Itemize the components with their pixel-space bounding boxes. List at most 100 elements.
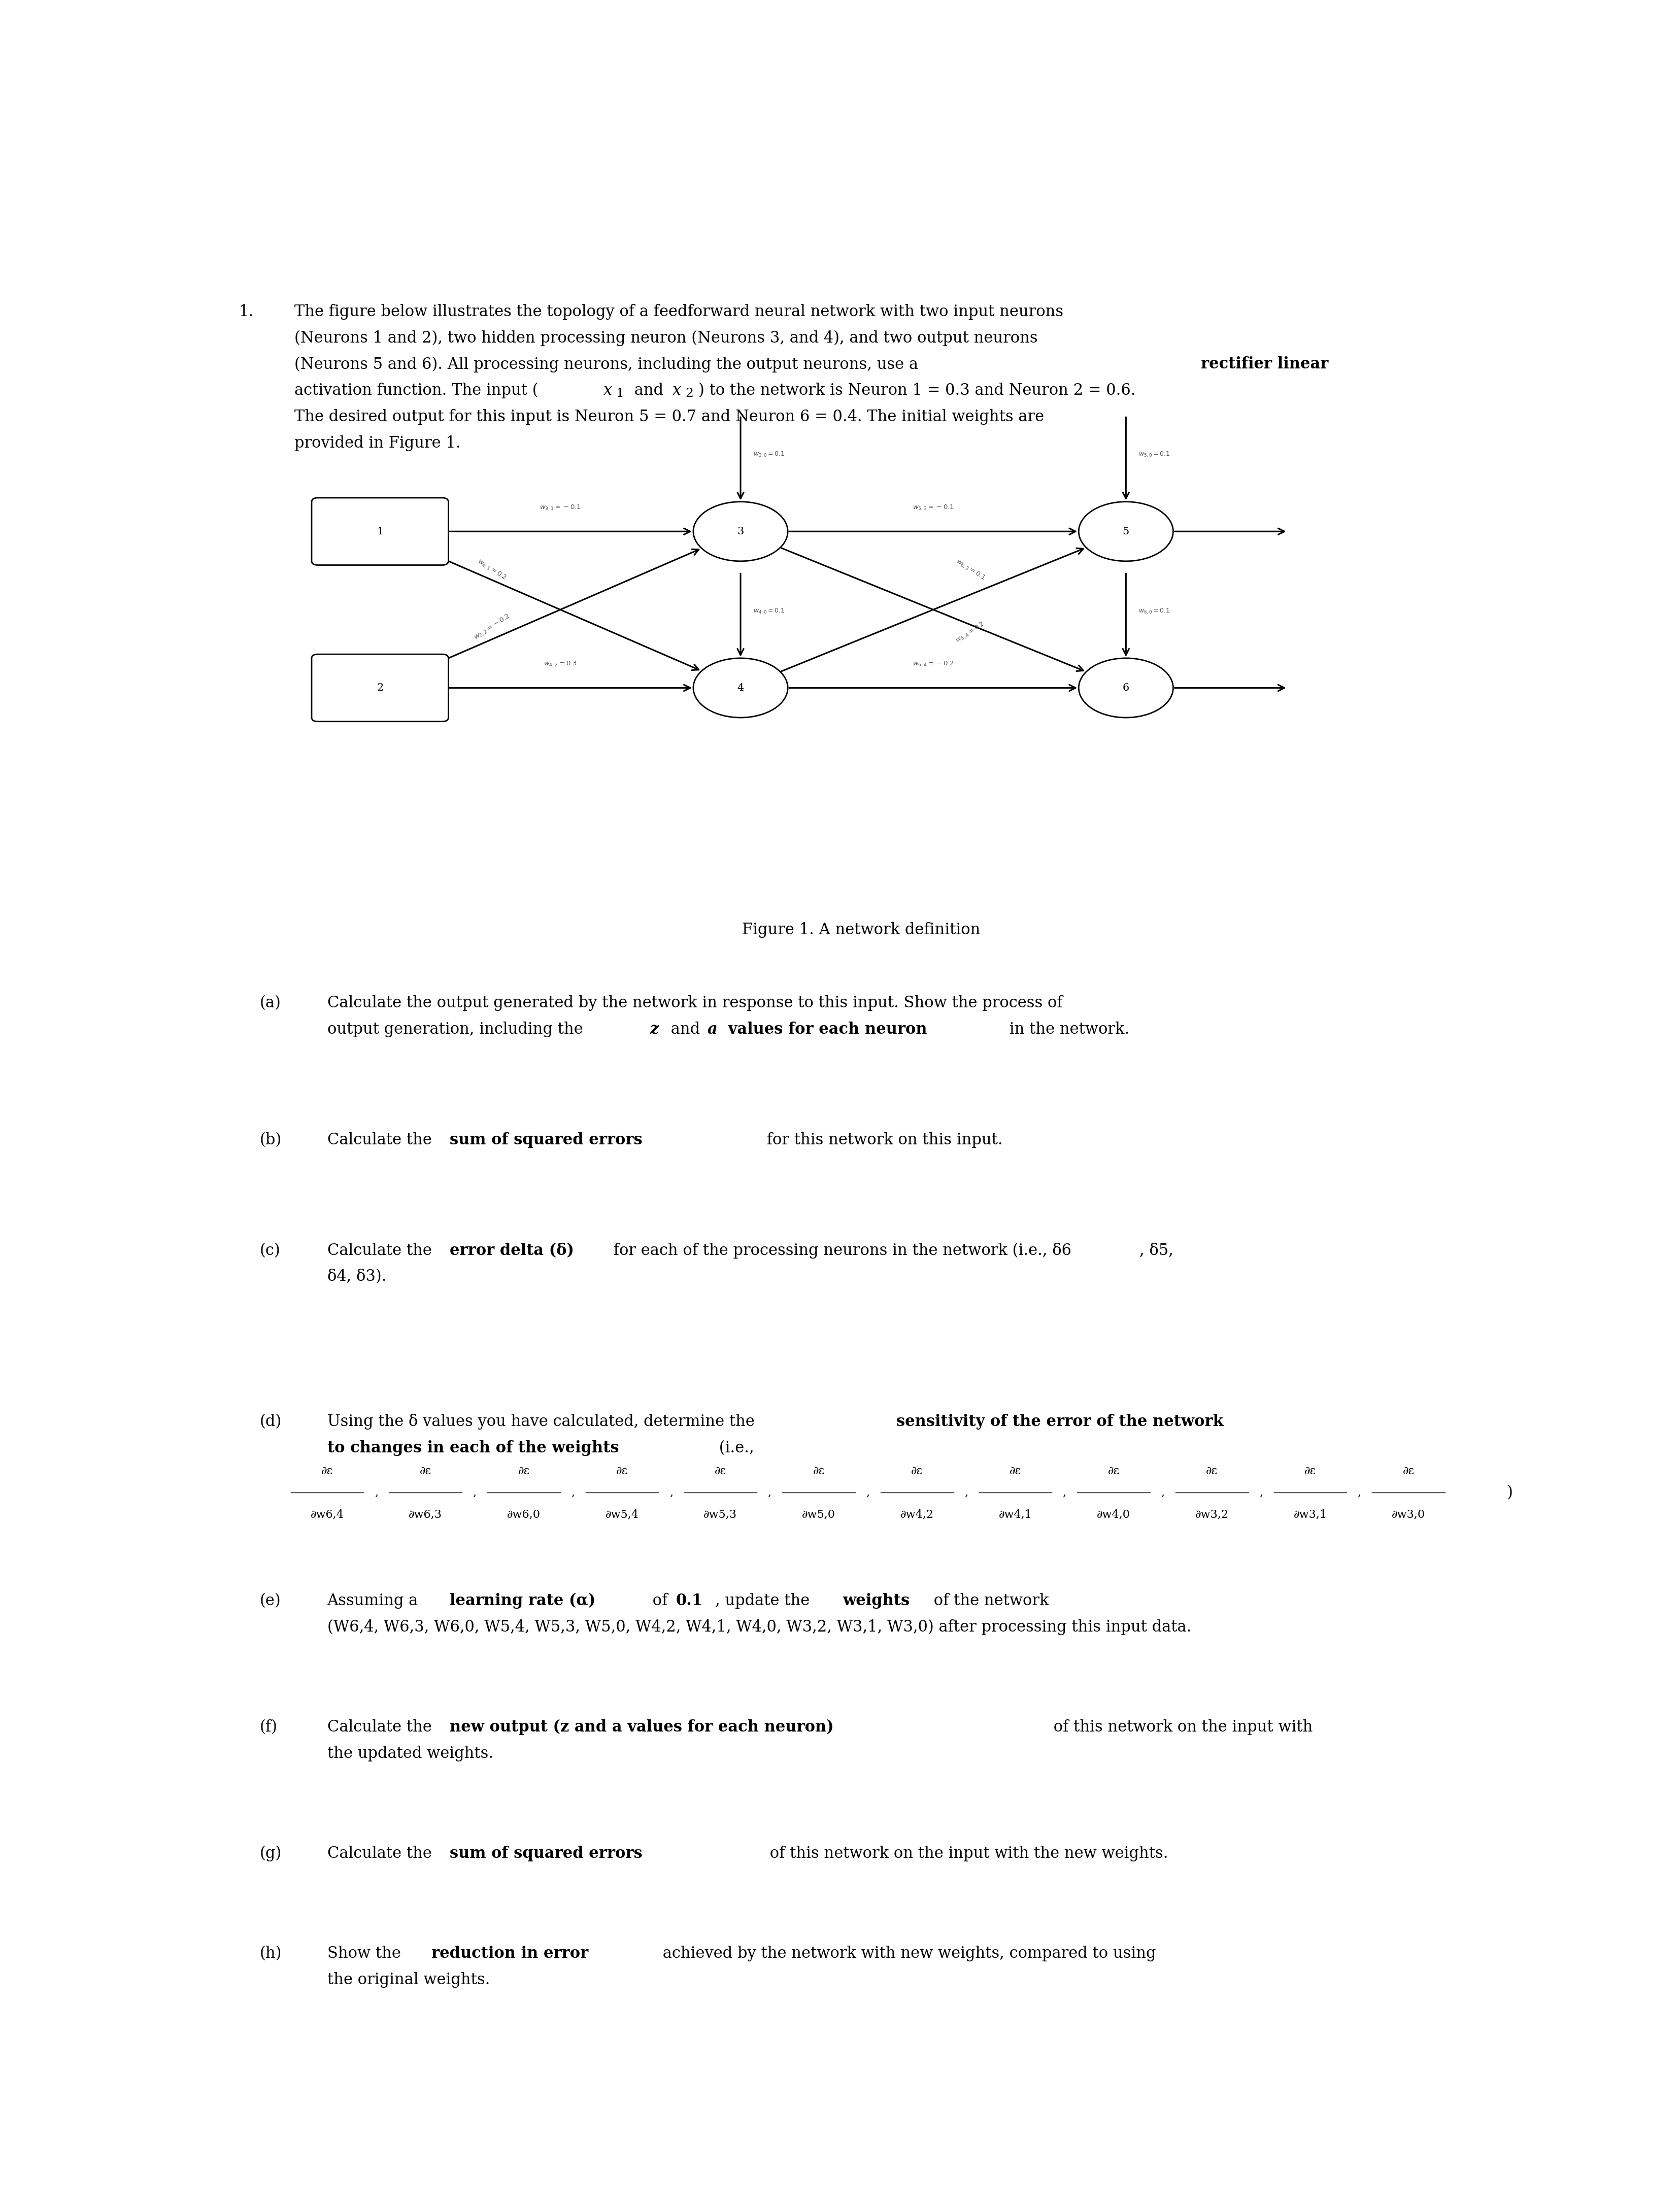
Text: for each of the processing neurons in the network (i.e., δ6: for each of the processing neurons in th… — [608, 1242, 1072, 1257]
Text: of this network on the input with: of this network on the input with — [1048, 1718, 1312, 1734]
Text: (W6,4, W6,3, W6,0, W5,4, W5,3, W5,0, W4,2, W4,1, W4,0, W3,2, W3,1, W3,0) after p: (W6,4, W6,3, W6,0, W5,4, W5,3, W5,0, W4,… — [328, 1619, 1191, 1635]
Text: reduction in error: reduction in error — [432, 1946, 588, 1961]
Text: in the network.: in the network. — [1005, 1021, 1129, 1037]
Text: the original weights.: the original weights. — [328, 1972, 491, 1988]
Text: provided in Figure 1.: provided in Figure 1. — [294, 435, 460, 452]
Text: ∂w6,4: ∂w6,4 — [311, 1509, 344, 1520]
Text: The figure below illustrates the topology of a feedforward neural network with t: The figure below illustrates the topolog… — [294, 304, 1063, 320]
Circle shape — [694, 501, 788, 560]
Text: Calculate the: Calculate the — [328, 1132, 437, 1147]
Text: ,: , — [472, 1487, 477, 1498]
Text: ∂w3,1: ∂w3,1 — [1294, 1509, 1327, 1520]
Circle shape — [694, 657, 788, 717]
Text: ∂w3,0: ∂w3,0 — [1391, 1509, 1425, 1520]
Text: ,: , — [1063, 1487, 1067, 1498]
Text: ∂ε: ∂ε — [321, 1465, 333, 1476]
Text: ,: , — [865, 1487, 870, 1498]
Text: 1: 1 — [617, 388, 625, 399]
Text: Figure 1. A network definition: Figure 1. A network definition — [743, 922, 979, 938]
Text: activation function. The input (: activation function. The input ( — [294, 384, 539, 399]
Text: rectifier linear: rectifier linear — [1201, 357, 1329, 373]
Text: output generation, including the: output generation, including the — [328, 1021, 588, 1037]
Text: ∂w5,0: ∂w5,0 — [801, 1509, 835, 1520]
Text: 4: 4 — [738, 684, 744, 693]
Text: and: and — [665, 1021, 704, 1037]
Text: ,: , — [669, 1487, 674, 1498]
Text: $w_{4,0}{=}0.1$: $w_{4,0}{=}0.1$ — [753, 607, 785, 615]
Text: $w_{6,3}{=}0.1$: $w_{6,3}{=}0.1$ — [954, 558, 986, 582]
Text: (f): (f) — [259, 1718, 277, 1734]
Text: δ4, δ3).: δ4, δ3). — [328, 1268, 386, 1284]
Text: ∂w5,3: ∂w5,3 — [704, 1509, 738, 1520]
Text: sum of squared errors: sum of squared errors — [450, 1132, 642, 1147]
Text: (b): (b) — [259, 1132, 282, 1147]
Text: (e): (e) — [259, 1593, 281, 1608]
Text: (h): (h) — [259, 1946, 282, 1961]
Text: the updated weights.: the updated weights. — [328, 1745, 494, 1760]
Text: (Neurons 5 and 6). All processing neurons, including the output neurons, use a: (Neurons 5 and 6). All processing neuron… — [294, 357, 924, 373]
Text: ,: , — [571, 1487, 575, 1498]
Text: and: and — [630, 384, 669, 399]
Text: $w_{5,3}{=}-0.1$: $w_{5,3}{=}-0.1$ — [912, 503, 954, 512]
Text: (a): (a) — [259, 995, 281, 1010]
Text: ∂ε: ∂ε — [1010, 1465, 1021, 1476]
Text: x: x — [603, 384, 612, 399]
Text: ,: , — [1357, 1487, 1361, 1498]
Text: (d): (d) — [259, 1414, 282, 1429]
Text: 2: 2 — [685, 388, 694, 399]
Circle shape — [1079, 501, 1173, 560]
Text: Assuming a: Assuming a — [328, 1593, 423, 1608]
Text: 3: 3 — [738, 527, 744, 536]
Text: $w_{3,1}{=}-0.1$: $w_{3,1}{=}-0.1$ — [539, 503, 581, 512]
Text: learning rate (α): learning rate (α) — [450, 1593, 595, 1608]
Circle shape — [1079, 657, 1173, 717]
Text: ∂w4,2: ∂w4,2 — [900, 1509, 934, 1520]
Text: ∂ε: ∂ε — [1403, 1465, 1415, 1476]
Text: ∂ε: ∂ε — [714, 1465, 726, 1476]
Text: 6: 6 — [1122, 684, 1129, 693]
Text: achieved by the network with new weights, compared to using: achieved by the network with new weights… — [659, 1946, 1156, 1961]
Text: ) to the network is Neuron 1 = 0.3 and Neuron 2 = 0.6.: ) to the network is Neuron 1 = 0.3 and N… — [699, 384, 1136, 399]
Text: Show the: Show the — [328, 1946, 405, 1961]
Text: ∂ε: ∂ε — [1206, 1465, 1218, 1476]
Text: ∂w6,0: ∂w6,0 — [507, 1509, 541, 1520]
Text: ,: , — [375, 1487, 378, 1498]
Text: a: a — [707, 1021, 717, 1037]
Text: sum of squared errors: sum of squared errors — [450, 1846, 642, 1862]
Text: ∂ε: ∂ε — [420, 1465, 432, 1476]
Text: ∂w4,0: ∂w4,0 — [1097, 1509, 1131, 1520]
Text: Calculate the: Calculate the — [328, 1846, 437, 1862]
Text: ,: , — [1161, 1487, 1164, 1498]
Text: x: x — [672, 384, 680, 399]
Text: (i.e.,: (i.e., — [714, 1441, 754, 1456]
Text: $w_{5,4}{=}0.2$: $w_{5,4}{=}0.2$ — [954, 620, 986, 644]
Text: ∂ε: ∂ε — [813, 1465, 825, 1476]
Text: ∂ε: ∂ε — [1107, 1465, 1119, 1476]
Text: ,: , — [1260, 1487, 1263, 1498]
Text: Calculate the: Calculate the — [328, 1718, 437, 1734]
Text: Using the δ values you have calculated, determine the: Using the δ values you have calculated, … — [328, 1414, 759, 1429]
Text: ∂w4,1: ∂w4,1 — [998, 1509, 1032, 1520]
Text: $w_{5,0}{=}0.1$: $w_{5,0}{=}0.1$ — [1139, 450, 1169, 459]
Text: of this network on the input with the new weights.: of this network on the input with the ne… — [764, 1846, 1168, 1862]
Text: ∂ε: ∂ε — [517, 1465, 529, 1476]
Text: , update the: , update the — [716, 1593, 815, 1608]
Text: $w_{3,2}{=}-0.2$: $w_{3,2}{=}-0.2$ — [472, 613, 511, 642]
Text: z: z — [650, 1021, 659, 1037]
Text: $w_{4,2}{=}0.3$: $w_{4,2}{=}0.3$ — [544, 660, 576, 668]
Text: ,: , — [768, 1487, 771, 1498]
Text: of: of — [647, 1593, 672, 1608]
Text: (Neurons 1 and 2), two hidden processing neuron (Neurons 3, and 4), and two outp: (Neurons 1 and 2), two hidden processing… — [294, 331, 1038, 346]
Text: sensitivity of the error of the network: sensitivity of the error of the network — [895, 1414, 1223, 1429]
Text: 2: 2 — [376, 684, 383, 693]
Text: ∂w3,2: ∂w3,2 — [1194, 1509, 1228, 1520]
Text: ,: , — [964, 1487, 968, 1498]
Text: ∂ε: ∂ε — [1304, 1465, 1315, 1476]
Text: 1: 1 — [376, 527, 383, 536]
Text: of the network: of the network — [929, 1593, 1048, 1608]
Text: 5: 5 — [1122, 527, 1129, 536]
Text: (g): (g) — [259, 1846, 282, 1862]
Text: $w_{6,4}{=}-0.2$: $w_{6,4}{=}-0.2$ — [912, 660, 954, 668]
Text: $w_{4,1}{=}0.2$: $w_{4,1}{=}0.2$ — [475, 558, 507, 582]
Text: weights: weights — [843, 1593, 911, 1608]
